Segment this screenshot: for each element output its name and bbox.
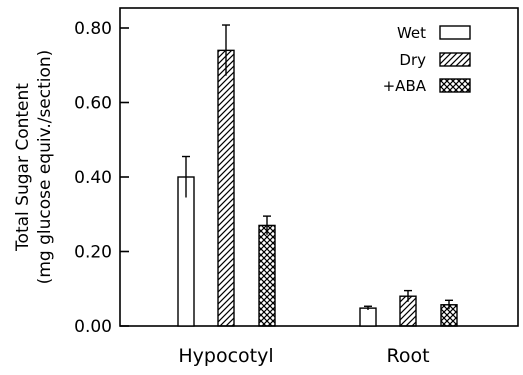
legend-swatch	[439, 25, 471, 40]
y-tick-label: 0.60	[74, 94, 112, 114]
legend-swatch	[439, 78, 471, 93]
bar-wet-root	[359, 307, 377, 327]
legend-label: +ABA	[383, 77, 427, 95]
y-axis-title: Total Sugar Content	[13, 83, 33, 252]
y-tick-label: 0.20	[74, 243, 112, 263]
y-tick-label: 0.80	[74, 19, 112, 39]
legend-label: Wet	[397, 24, 426, 42]
legend-label: Dry	[399, 51, 426, 69]
bar-aba-hypocotyl	[258, 224, 276, 327]
axes	[119, 7, 519, 327]
x-category-label: Root	[386, 345, 429, 367]
legend-swatch	[439, 52, 471, 67]
bar-dry-hypocotyl	[217, 49, 235, 327]
y-axis-subtitle: (mg glucose equiv./section)	[35, 50, 55, 285]
labels: 0.00 0.20 0.40 0.60 0.80 Total Sugar Content(…	[13, 19, 430, 367]
bar-wet-hypocotyl	[177, 176, 195, 327]
plot-frame	[119, 7, 519, 327]
x-category-label: Hypocotyl	[178, 345, 273, 367]
y-tick-label: 0.40	[74, 168, 112, 188]
bars	[177, 24, 458, 327]
legend: Wet Dry +ABA	[383, 24, 471, 95]
y-tick-label: 0.00	[74, 317, 112, 337]
